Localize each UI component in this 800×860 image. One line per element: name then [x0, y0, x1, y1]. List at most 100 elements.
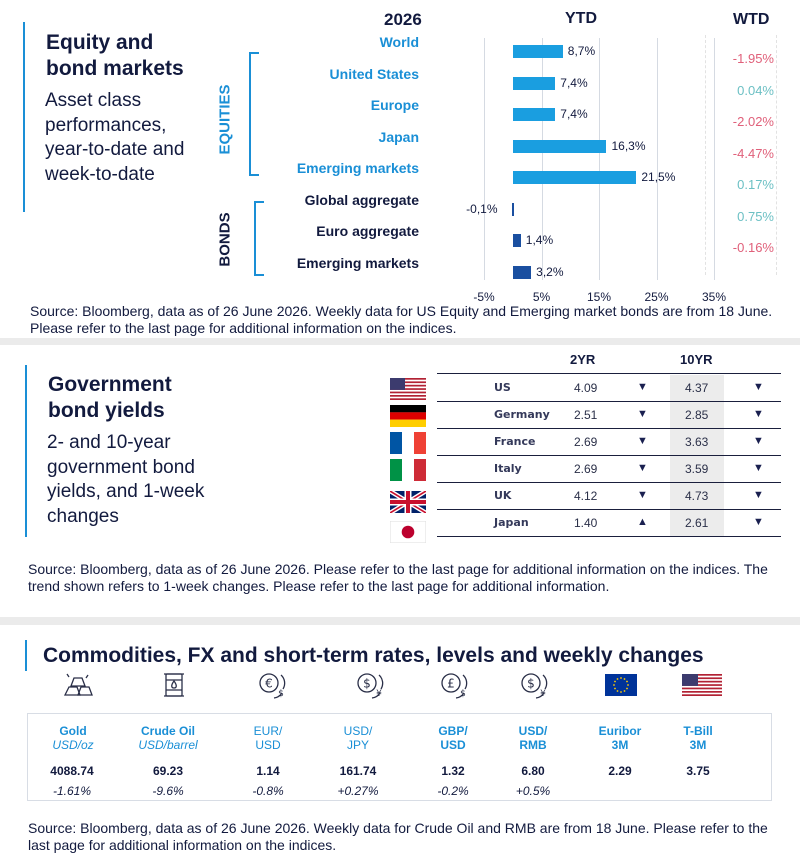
usd-jpy-column: USD/ JPY — [328, 724, 388, 752]
svg-text:€: € — [265, 677, 273, 691]
t-bill-column: T-Bill 3M — [662, 724, 734, 752]
subtitle-line: government bond — [47, 456, 195, 478]
trend-10yr-icon: ▼ — [753, 381, 764, 393]
item-name: 3M — [689, 738, 707, 752]
ytd-value-label: 8,7% — [567, 44, 596, 58]
ytd-value-label: 21,5% — [641, 170, 676, 184]
source-note: Source: Bloomberg, data as of 26 June 20… — [30, 303, 773, 336]
col-10yr-shade — [670, 429, 724, 455]
ytd-bar — [512, 45, 563, 58]
row-label: World — [379, 34, 419, 50]
wtd-column-box — [705, 35, 777, 275]
item-name: Crude Oil — [140, 724, 195, 738]
x-tick-label: 35% — [701, 290, 727, 304]
yield-2yr: 2.69 — [574, 435, 598, 449]
row-label: Japan — [378, 128, 419, 145]
yields-subtitle: 2- and 10-year government bond yields, a… — [47, 431, 204, 529]
table-row: US 4.09 ▼ 4.37 ▼ — [437, 375, 781, 402]
x-tick-label: -5% — [473, 290, 495, 304]
svg-text:$: $ — [363, 677, 371, 691]
ytd-header: YTD — [565, 10, 597, 27]
subtitle-line: year-to-date and — [45, 139, 185, 160]
accent-bar — [25, 365, 27, 537]
us-flag-icon — [390, 378, 426, 400]
ytd-value-label: 7,4% — [560, 107, 588, 121]
item-name: USD/ — [518, 724, 548, 738]
euribor-column: Euribor 3M — [584, 724, 656, 752]
title-line-1: Government — [48, 373, 172, 396]
yield-10yr: 3.63 — [685, 435, 709, 449]
commodities-source-note: Source: Bloomberg, data as of 26 June 20… — [28, 820, 768, 853]
france-flag-icon — [390, 432, 426, 454]
yield-2yr: 4.09 — [574, 381, 598, 395]
svg-text:$: $ — [527, 677, 535, 691]
table-row: France 2.69 ▼ 3.63 ▼ — [437, 429, 781, 456]
ytd-bar — [512, 234, 521, 247]
subtitle-line: performances, — [45, 114, 167, 136]
row-label: Euro aggregate — [316, 223, 419, 239]
eur-usd-column: EUR/ USD — [238, 724, 298, 752]
trend-2yr-icon: ▼ — [637, 435, 648, 447]
wtd-value: 0.75% — [737, 208, 774, 224]
item-change: -0.8% — [252, 784, 284, 798]
trend-10yr-icon: ▼ — [753, 435, 764, 447]
wtd-value: -1.95% — [732, 51, 774, 66]
commodities-title: Commodities, FX and short-term rates, le… — [43, 644, 704, 667]
yield-2yr: 1.40 — [574, 516, 598, 530]
svg-text:£: £ — [447, 677, 455, 691]
trend-10yr-icon: ▼ — [753, 516, 764, 528]
item-value: 1.14 — [256, 764, 280, 778]
gridline — [599, 38, 600, 280]
item-name: JPY — [346, 738, 369, 752]
trend-2yr-icon: ▼ — [637, 462, 648, 474]
item-value: 69.23 — [152, 764, 184, 778]
item-unit: USD/barrel — [138, 738, 198, 752]
germany-flag-icon — [390, 405, 426, 427]
eu-flag-icon — [605, 674, 637, 696]
commodities-panel — [0, 625, 800, 860]
item-name: EUR/ — [253, 724, 283, 738]
commodities-table: Gold USD/oz Crude Oil USD/barrel EUR/ US… — [27, 713, 772, 801]
ytd-value-label: 3,2% — [536, 264, 564, 279]
item-change: +0.5% — [515, 784, 551, 798]
ytd-value-label: 1,4% — [525, 233, 554, 247]
x-tick-label: 25% — [644, 290, 669, 304]
crude-oil-column: Crude Oil USD/barrel — [118, 724, 218, 752]
svg-text:$: $ — [460, 689, 466, 699]
item-value: 6.80 — [521, 764, 545, 778]
trend-2yr-icon: ▼ — [637, 408, 648, 420]
table-row: Italy 2.69 ▼ 3.59 ▼ — [437, 456, 781, 483]
x-tick-label: 5% — [532, 290, 551, 304]
item-value: 161.74 — [339, 764, 377, 778]
gold-bars-icon — [63, 673, 93, 696]
trend-10yr-icon: ▼ — [753, 408, 764, 420]
item-change: +0.27% — [337, 784, 379, 798]
row-label: Global aggregate — [304, 191, 419, 208]
country-name: Japan — [494, 516, 529, 529]
country-name: US — [494, 381, 511, 394]
ytd-bar — [512, 108, 556, 121]
item-value: 2.29 — [608, 764, 632, 778]
title-line-1: Equity and — [46, 31, 154, 54]
yield-10yr: 2.61 — [685, 516, 709, 530]
euro-dollar-exchange-icon: € $ — [259, 673, 286, 699]
usd-rmb-column: USD/ RMB — [503, 724, 563, 752]
trend-2yr-icon: ▼ — [637, 489, 648, 501]
ytd-value-label: -0,1% — [466, 201, 498, 216]
gridline — [484, 38, 485, 280]
ytd-bar — [512, 171, 637, 184]
ytd-value-label: 7,4% — [560, 75, 588, 90]
wtd-value: 0.17% — [737, 177, 774, 192]
subtitle-line: 2- and 10-year — [47, 432, 171, 453]
item-value: 1.32 — [441, 764, 465, 778]
wtd-header: WTD — [733, 11, 770, 28]
title-line-2: bond markets — [46, 57, 184, 80]
col-10yr-shade — [670, 456, 724, 482]
country-name: France — [494, 435, 536, 448]
bonds-label: BONDS — [216, 212, 234, 267]
equities-bracket — [249, 52, 259, 176]
subtitle-line: week-to-date — [45, 163, 155, 185]
year-header: 2026 — [384, 10, 422, 29]
yields-title: Government bond yields — [48, 372, 172, 424]
japan-flag-icon — [390, 521, 426, 543]
